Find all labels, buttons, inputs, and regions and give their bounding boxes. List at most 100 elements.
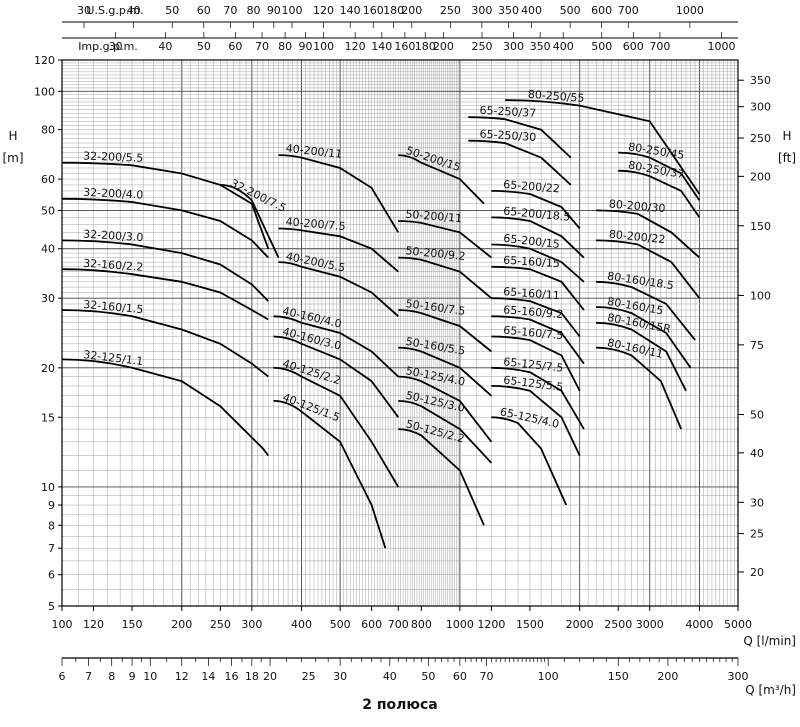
ft-tick-label: 40 [750, 447, 764, 460]
curve-label: 65-160/15 [503, 254, 560, 271]
curve-label: 50-160/7.5 [405, 297, 466, 318]
ft-tick-label: 50 [750, 409, 764, 422]
curve-80-250/45 [618, 151, 701, 201]
m3h-tick-label: 300 [728, 670, 749, 683]
gpm-tick-label: 70 [255, 40, 269, 53]
m3h-tick-label: 8 [108, 670, 115, 683]
m3h-tick-label: 150 [608, 670, 629, 683]
gpm-tick-label: 100 [313, 40, 334, 53]
curve-40-125/1.5 [273, 400, 387, 549]
gpm-tick-label: 90 [298, 40, 312, 53]
gpm-tick-label: 50 [165, 4, 179, 17]
gpm-tick-label: 90 [267, 4, 281, 17]
curve-label: 32-200/3.0 [83, 228, 144, 245]
x-tick-label: 2000 [566, 618, 594, 631]
curve-80-200/30 [596, 209, 701, 259]
x-tick-label: 4000 [685, 618, 713, 631]
gpm-axis-label: Imp.g.p.m. [78, 40, 138, 53]
x-tick-label: 2500 [604, 618, 632, 631]
ft-tick-label: 300 [750, 101, 771, 114]
y-tick-label: 30 [41, 292, 55, 305]
curve-40-125/2.2 [273, 366, 400, 488]
gpm-tick-label: 30 [109, 40, 123, 53]
curve-32-160/2.2 [61, 268, 269, 321]
gpm-tick-label: 140 [371, 40, 392, 53]
curve-label: 50-200/15 [404, 144, 462, 174]
gpm-tick-label: 350 [498, 4, 519, 17]
ft-tick-label: 200 [750, 170, 771, 183]
m3h-tick-label: 14 [201, 670, 215, 683]
curve-label: 80-250/55 [527, 88, 584, 105]
curve-label: 40-200/7.5 [285, 215, 346, 233]
curve-32-200/7.5 [220, 184, 280, 258]
curve-label: 65-200/22 [503, 178, 561, 196]
curve-65-250/37 [468, 116, 572, 159]
y-tick-label: 80 [41, 124, 55, 137]
m3h-tick-label: 70 [480, 670, 494, 683]
gpm-tick-label: 30 [77, 4, 91, 17]
m3h-tick-label: 10 [143, 670, 157, 683]
curve-40-160/3.0 [273, 335, 400, 418]
x-tick-label: 200 [171, 618, 192, 631]
y-tick-label: 7 [48, 542, 55, 555]
ft-axis-label: H [782, 129, 791, 143]
curve-label: 50-160/5.5 [405, 335, 466, 358]
curve-65-160/11 [491, 297, 581, 338]
curve-label: 65-160/11 [503, 285, 560, 302]
curve-label: 50-200/9.2 [405, 244, 466, 263]
curve-label: 40-200/11 [285, 142, 343, 161]
curve-32-160/1.5 [61, 309, 269, 378]
curve-32-125/1.1 [61, 358, 270, 457]
m3h-tick-label: 100 [538, 670, 559, 683]
gpm-tick-label: 180 [415, 40, 436, 53]
m3h-tick-label: 7 [85, 670, 92, 683]
gpm-tick-label: 250 [472, 40, 493, 53]
gpm-tick-label: 160 [394, 40, 415, 53]
m3h-tick-label: 40 [383, 670, 397, 683]
y-tick-label: 100 [34, 85, 55, 98]
ft-tick-label: 20 [750, 566, 764, 579]
y-tick-label: 15 [41, 411, 55, 424]
y-tick-label: 5 [48, 600, 55, 613]
x-tick-label: 1200 [477, 618, 505, 631]
gpm-tick-label: 350 [530, 40, 551, 53]
curve-40-200/7.5 [278, 227, 399, 273]
gpm-tick-label: 50 [197, 40, 211, 53]
y-tick-label: 40 [41, 243, 55, 256]
x-axis-label: Q [l/min] [743, 634, 796, 648]
m3h-axis-label: Q [m³/h] [745, 683, 796, 697]
gpm-tick-label: 100 [282, 4, 303, 17]
m3h-tick-label: 6 [59, 670, 66, 683]
gpm-tick-label: 180 [383, 4, 404, 17]
m3h-tick-label: 18 [245, 670, 259, 683]
x-tick-label: 120 [83, 618, 104, 631]
curve-80-160/18.5 [596, 280, 696, 341]
curve-label: 50-125/2.2 [404, 417, 465, 445]
x-tick-label: 3000 [636, 618, 664, 631]
curve-label: 32-200/4.0 [83, 186, 144, 202]
ft-tick-label: 100 [750, 289, 771, 302]
curve-80-250/55 [505, 99, 701, 195]
m3h-tick-label: 60 [453, 670, 467, 683]
gpm-tick-label: 400 [553, 40, 574, 53]
y-tick-label: 9 [48, 499, 55, 512]
gpm-tick-label: 60 [228, 40, 242, 53]
curve-65-250/30 [468, 139, 572, 186]
curve-50-125/3.0 [398, 400, 493, 464]
curve-label: 65-250/37 [479, 104, 536, 120]
y-tick-label: 6 [48, 569, 55, 582]
curve-50-160/7.5 [398, 309, 492, 353]
y-tick-label: 120 [34, 54, 55, 67]
x-tick-label: 1000 [446, 618, 474, 631]
y-tick-label: 50 [41, 204, 55, 217]
curve-65-200/18.5 [491, 216, 585, 259]
curve-65-125/4.0 [491, 416, 568, 506]
grid [61, 59, 739, 607]
gpm-tick-label: 70 [223, 4, 237, 17]
curve-label: 65-250/30 [479, 127, 536, 144]
curve-label: 65-160/7.5 [503, 324, 564, 343]
curve-label: 65-200/15 [503, 232, 561, 251]
curve-65-200/15 [491, 243, 585, 283]
curve-label: 80-200/30 [608, 197, 666, 215]
